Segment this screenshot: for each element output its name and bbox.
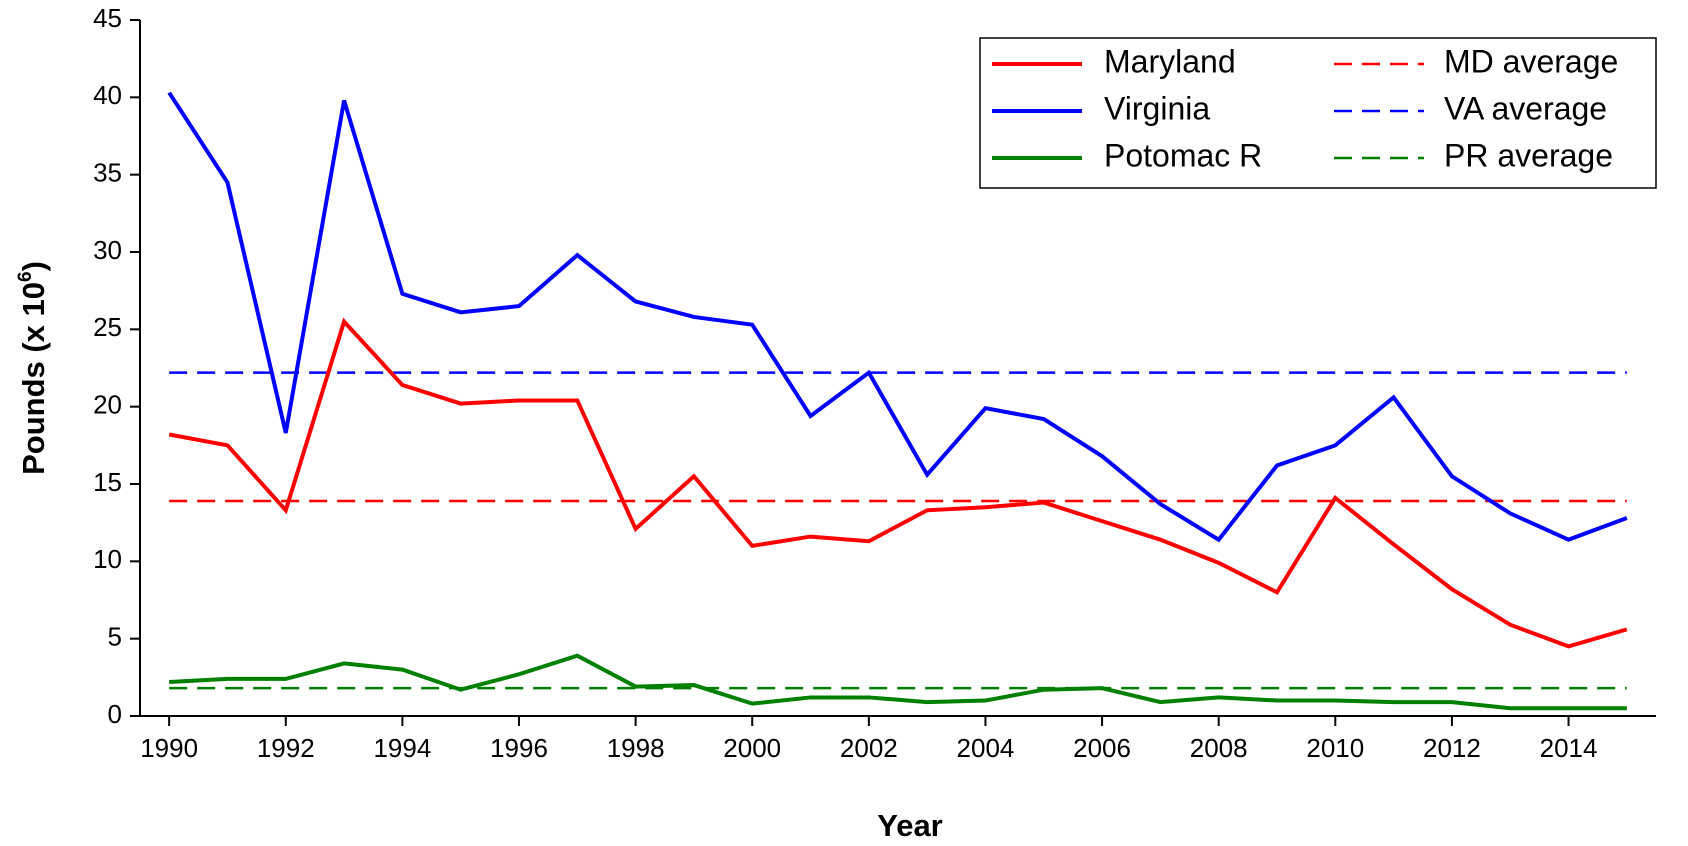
series-line	[167, 91, 1628, 543]
y-label-text: Pounds (x 10	[16, 282, 51, 475]
legend-label: Potomac R	[1104, 137, 1262, 173]
x-tick-label: 2014	[1540, 733, 1598, 763]
y-tick-label: 5	[108, 622, 122, 652]
y-axis-label: Pounds (x 106)	[15, 261, 51, 475]
x-tick-label: 2010	[1306, 733, 1364, 763]
y-tick-label: 25	[93, 312, 122, 342]
y-tick-label: 0	[108, 699, 122, 729]
y-tick-label: 40	[93, 80, 122, 110]
y-tick-label: 20	[93, 390, 122, 420]
x-tick-label: 1996	[490, 733, 548, 763]
y-tick-label: 45	[93, 3, 122, 33]
y-tick-label: 35	[93, 158, 122, 188]
series-line	[168, 317, 1628, 649]
y-label-sup: 6	[15, 271, 36, 282]
x-tick-label: 1998	[607, 733, 665, 763]
legend-label: VA average	[1444, 90, 1607, 126]
x-tick-label: 2004	[957, 733, 1015, 763]
x-tick-label: 1992	[257, 733, 315, 763]
x-tick-label: 2008	[1190, 733, 1248, 763]
y-tick-label: 15	[93, 467, 122, 497]
x-axis-label: Year	[877, 808, 943, 843]
legend-label: Maryland	[1104, 43, 1236, 79]
x-tick-label: 2000	[723, 733, 781, 763]
y-tick-label: 10	[93, 544, 122, 574]
legend-box	[979, 37, 1657, 189]
x-tick-label: 1990	[140, 733, 198, 763]
x-tick-label: 2012	[1423, 733, 1481, 763]
legend-label: MD average	[1444, 43, 1618, 79]
legend-label: Virginia	[1104, 90, 1210, 126]
x-tick-label: 2002	[840, 733, 898, 763]
legend-label: PR average	[1444, 137, 1613, 173]
x-tick-label: 1994	[373, 733, 431, 763]
x-tick-label: 2006	[1073, 733, 1131, 763]
y-tick-label: 30	[93, 235, 122, 265]
y-label-suffix: )	[16, 261, 51, 271]
series-line	[169, 653, 1627, 711]
